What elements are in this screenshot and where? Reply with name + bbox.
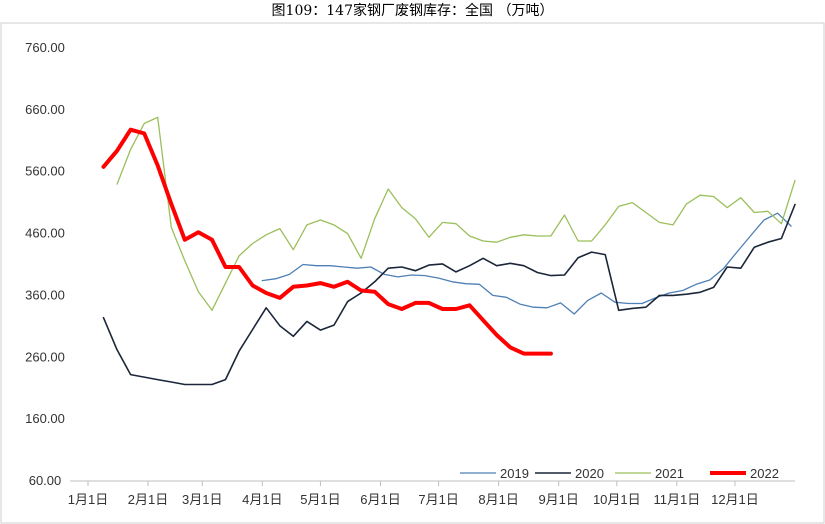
line-chart: 60.00 160.00 260.00 360.00 460.00 560.00 660.0… [0,22,825,524]
chart-border [0,22,825,524]
y-axis: 60.00 160.00 260.00 360.00 460.00 560.00 660.0… [25,40,65,488]
y-tick-label: 260.00 [25,349,65,364]
x-tick-label: 8月1日 [478,492,518,507]
legend-item-2022: 2022 [710,466,779,481]
legend-label: 2020 [575,466,604,481]
legend-item-2021: 2021 [615,466,684,481]
x-tick-label: 4月1日 [242,492,282,507]
x-tick-label: 7月1日 [418,492,458,507]
x-tick-label: 3月1日 [182,492,222,507]
x-tick-label: 1月1日 [68,492,108,507]
x-tick-label: 9月1日 [538,492,578,507]
legend: 2019 2020 2021 2022 [460,466,779,481]
series-line-2020 [102,203,796,386]
y-tick-label: 760.00 [25,40,65,55]
series-line-2019 [261,212,792,315]
legend-item-2019: 2019 [460,466,529,481]
x-tick-label: 12月1日 [711,492,759,507]
y-tick-label: 360.00 [25,287,65,302]
x-tick-label: 2月1日 [128,492,168,507]
y-tick-label: 660.00 [25,102,65,117]
legend-label: 2021 [655,466,684,481]
y-tick-label: 460.00 [25,226,65,241]
x-tick-label: 6月1日 [360,492,400,507]
series-line-2022 [101,127,553,356]
legend-label: 2019 [500,466,529,481]
x-tick-label: 10月1日 [593,492,641,507]
x-axis: 1月1日 2月1日 3月1日 4月1日 5月1日 6月1日 7月1日 8月1日 9月1日 10月1… [68,480,795,507]
legend-label: 2022 [750,466,779,481]
chart-title: 图109：147家钢厂废钢库存：全国 （万吨） [271,3,554,19]
series-lines [101,116,796,386]
legend-item-2020: 2020 [535,466,604,481]
y-tick-label: 60.00 [29,473,62,488]
x-tick-label: 5月1日 [300,492,340,507]
x-tick-label: 11月1日 [653,492,700,507]
series-line-2021 [116,116,796,311]
y-tick-label: 560.00 [25,164,65,179]
y-tick-label: 160.00 [25,411,65,426]
